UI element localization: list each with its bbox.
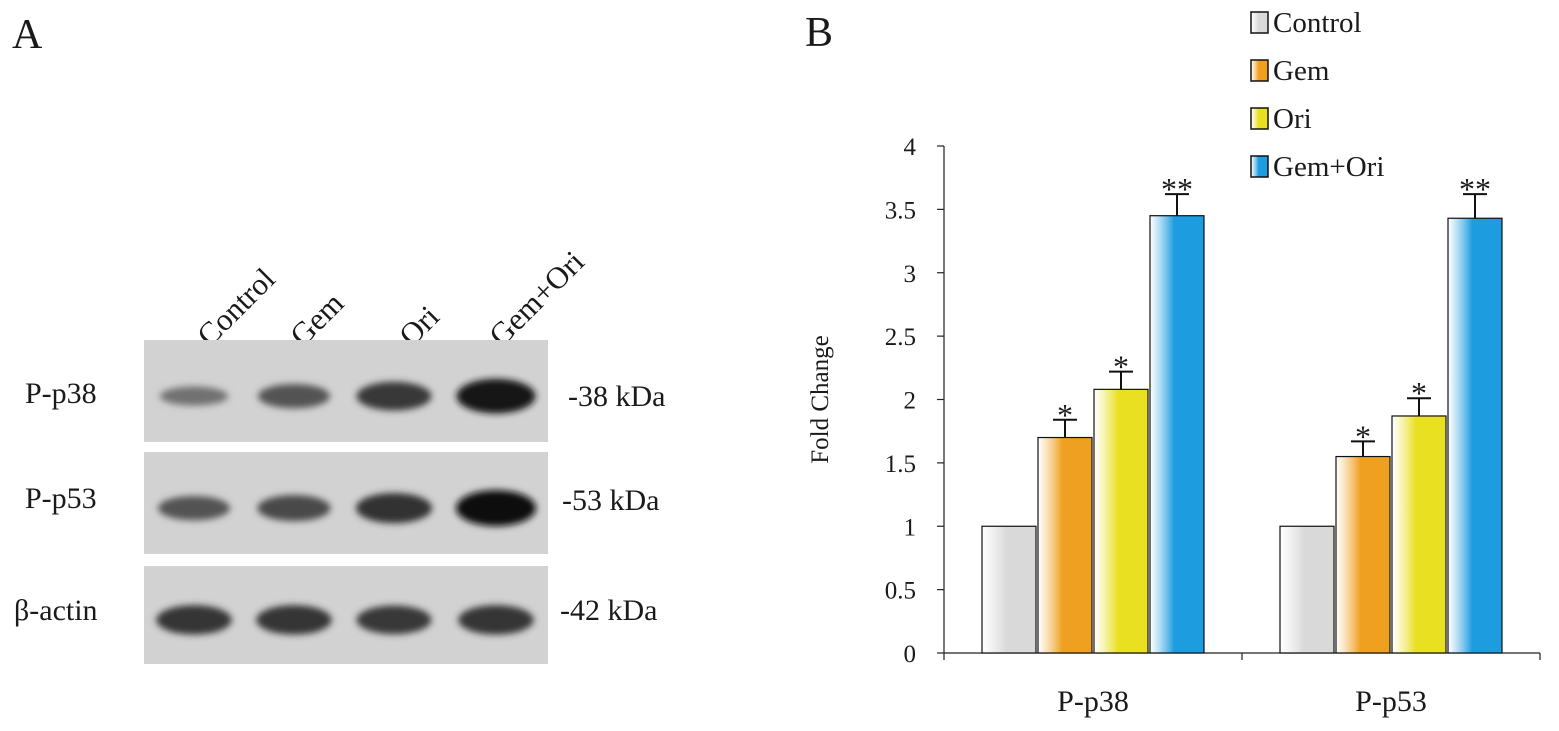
bar-gem-ori-p-p38 (1149, 215, 1205, 654)
legend-label: Ori (1273, 103, 1312, 135)
blot-strip-beta-actin (144, 566, 548, 664)
legend-swatch (1250, 107, 1269, 130)
blot-band (458, 605, 534, 635)
row-label-p-p38: P-p38 (25, 377, 97, 410)
significance-marker: * (1113, 349, 1129, 385)
bar-ori-p-p38 (1093, 388, 1149, 654)
significance-marker: ** (1161, 171, 1193, 207)
significance-marker: * (1355, 418, 1371, 454)
legend-swatch (1250, 155, 1269, 178)
y-tick-label: 0.5 (885, 578, 916, 605)
bar-gem-ori-p-p53 (1447, 217, 1503, 654)
blot-band (159, 386, 229, 406)
y-tick-label: 0 (904, 641, 917, 668)
y-axis-label: Fold Change (807, 335, 834, 463)
panel-a-letter: A (12, 12, 43, 58)
row-label-p-p53: P-p53 (25, 482, 97, 515)
kda-label-p-p38: -38 kDa (568, 380, 666, 413)
x-category-label: P-p38 (1057, 685, 1129, 718)
significance-marker: * (1057, 397, 1073, 433)
bar-gem-p-p38 (1037, 436, 1093, 654)
bar-control-p-p53 (1279, 525, 1335, 654)
blot-band (356, 381, 432, 411)
blot-band (456, 490, 536, 527)
blot-band (355, 492, 433, 524)
y-tick-label: 1.5 (885, 451, 916, 478)
blot-band (158, 495, 230, 521)
y-tick-label: 3.5 (885, 197, 916, 224)
blot-band (256, 605, 332, 635)
bar-gem-p-p53 (1335, 455, 1391, 654)
significance-marker: * (1411, 375, 1427, 411)
bar-control-p-p38 (981, 525, 1037, 654)
blot-strip-p-p38 (144, 340, 548, 442)
panel-b-letter: B (805, 10, 834, 56)
kda-label-p-p53: -53 kDa (562, 484, 660, 517)
blot-band (257, 495, 331, 522)
x-category-label: P-p53 (1355, 685, 1427, 718)
blot-band (156, 605, 232, 635)
legend-label: Control (1273, 7, 1362, 39)
legend-swatch (1250, 59, 1269, 82)
y-tick-label: 2 (904, 388, 917, 415)
row-label-beta-actin: β-actin (14, 594, 98, 627)
y-tick-label: 2.5 (885, 324, 916, 351)
y-tick-label: 4 (904, 134, 917, 161)
significance-marker: ** (1459, 171, 1491, 207)
legend-label: Gem (1273, 55, 1330, 87)
blot-band (258, 383, 330, 409)
y-tick-label: 1 (904, 514, 917, 541)
blot-strip-p-p53 (144, 452, 548, 554)
legend-swatch (1250, 11, 1269, 34)
kda-label-beta-actin: -42 kDa (560, 594, 658, 627)
legend-label: Gem+Ori (1273, 151, 1384, 183)
y-tick-label: 3 (904, 261, 917, 288)
blot-band (456, 378, 536, 414)
blot-band (356, 605, 432, 635)
bar-ori-p-p53 (1391, 415, 1447, 654)
